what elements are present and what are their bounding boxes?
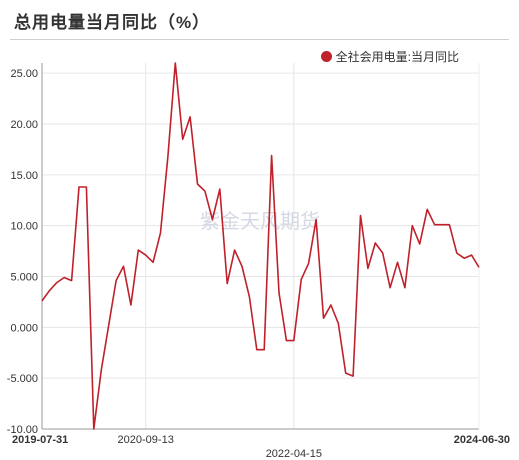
data-point[interactable] [418, 242, 422, 246]
y-axis-tick-labels: 25.00 20.00 15.00 10.00 5.000 0.000 -5.000 -10.… [7, 68, 38, 436]
data-point[interactable] [396, 260, 400, 264]
data-point[interactable] [307, 261, 311, 265]
data-point[interactable] [225, 282, 229, 286]
data-point[interactable] [477, 265, 481, 269]
data-point[interactable] [121, 264, 125, 268]
data-point[interactable] [447, 223, 451, 227]
data-point[interactable] [388, 286, 392, 290]
data-point[interactable] [270, 154, 274, 158]
data-point[interactable] [277, 291, 281, 295]
data-point[interactable] [203, 189, 207, 193]
data-point[interactable] [55, 281, 59, 285]
data-point[interactable] [351, 374, 355, 378]
data-point[interactable] [70, 279, 74, 283]
y-tick-label: 20.00 [10, 119, 38, 131]
data-point[interactable] [181, 137, 185, 141]
y-tick-label: 5.000 [10, 272, 38, 284]
data-point[interactable] [455, 251, 459, 255]
x-axis-tick-labels: 2019-07-31 2020-09-13 2022-04-15 2024-06-30 [12, 434, 510, 460]
data-point[interactable] [99, 368, 103, 372]
data-point[interactable] [440, 223, 444, 227]
data-point[interactable] [262, 348, 266, 352]
data-point[interactable] [173, 61, 177, 65]
watermark-layer: 紫金天风期货 [200, 209, 320, 233]
x-tick-label: 2024-06-30 [454, 434, 510, 446]
y-tick-label: 0.000 [10, 322, 38, 334]
data-point[interactable] [188, 115, 192, 119]
data-point[interactable] [107, 323, 111, 327]
data-point[interactable] [240, 264, 244, 268]
data-point[interactable] [77, 185, 81, 189]
data-point[interactable] [255, 348, 259, 352]
series-line-total-power-yoy[interactable] [41, 62, 480, 430]
data-point[interactable] [129, 303, 133, 307]
y-tick-label: 25.00 [10, 68, 38, 80]
chart-gridlines [42, 63, 479, 430]
data-point[interactable] [425, 207, 429, 211]
x-tick-label: 2020-09-13 [118, 434, 174, 446]
data-point[interactable] [344, 371, 348, 375]
data-point[interactable] [381, 251, 385, 255]
data-point[interactable] [210, 218, 214, 222]
page-title: 总用电量当月同比（%） [14, 13, 211, 32]
data-point[interactable] [196, 182, 200, 186]
data-point[interactable] [284, 339, 288, 343]
y-tick-label: -5.000 [7, 373, 38, 385]
y-tick-label: 10.00 [10, 221, 38, 233]
data-point[interactable] [299, 278, 303, 282]
data-point[interactable] [166, 155, 170, 159]
data-point[interactable] [40, 299, 44, 303]
data-point[interactable] [292, 339, 296, 343]
y-tick-label: 15.00 [10, 170, 38, 182]
data-point[interactable] [366, 266, 370, 270]
data-point[interactable] [47, 289, 51, 293]
data-point[interactable] [136, 248, 140, 252]
watermark-text: 紫金天风期货 [200, 209, 320, 233]
data-point[interactable] [462, 256, 466, 260]
title-divider [10, 39, 509, 40]
data-point[interactable] [321, 316, 325, 320]
data-point[interactable] [403, 286, 407, 290]
data-point[interactable] [336, 321, 340, 325]
legend-marker-icon [320, 51, 332, 62]
data-point[interactable] [233, 248, 237, 252]
data-point[interactable] [114, 279, 118, 283]
data-point[interactable] [433, 223, 437, 227]
data-point[interactable] [247, 295, 251, 299]
series-layer [40, 61, 481, 431]
legend-label: 全社会用电量:当月同比 [335, 50, 459, 64]
data-point[interactable] [329, 303, 333, 307]
data-point[interactable] [62, 276, 66, 280]
x-tick-label: 2019-07-31 [12, 434, 68, 446]
data-point[interactable] [470, 253, 474, 257]
x-tick-label: 2022-04-15 [266, 448, 322, 460]
data-point[interactable] [84, 185, 88, 189]
data-point[interactable] [159, 231, 163, 235]
chart-legend[interactable]: 全社会用电量:当月同比 [320, 48, 459, 65]
data-point[interactable] [373, 241, 377, 245]
data-point[interactable] [151, 260, 155, 264]
data-point[interactable] [218, 187, 222, 191]
data-point[interactable] [358, 214, 362, 218]
y-tick-label: -10.00 [7, 424, 38, 436]
data-point[interactable] [314, 218, 318, 222]
data-point[interactable] [410, 224, 414, 228]
data-point[interactable] [92, 427, 96, 431]
data-point[interactable] [144, 253, 148, 257]
chart-axes [41, 63, 480, 430]
